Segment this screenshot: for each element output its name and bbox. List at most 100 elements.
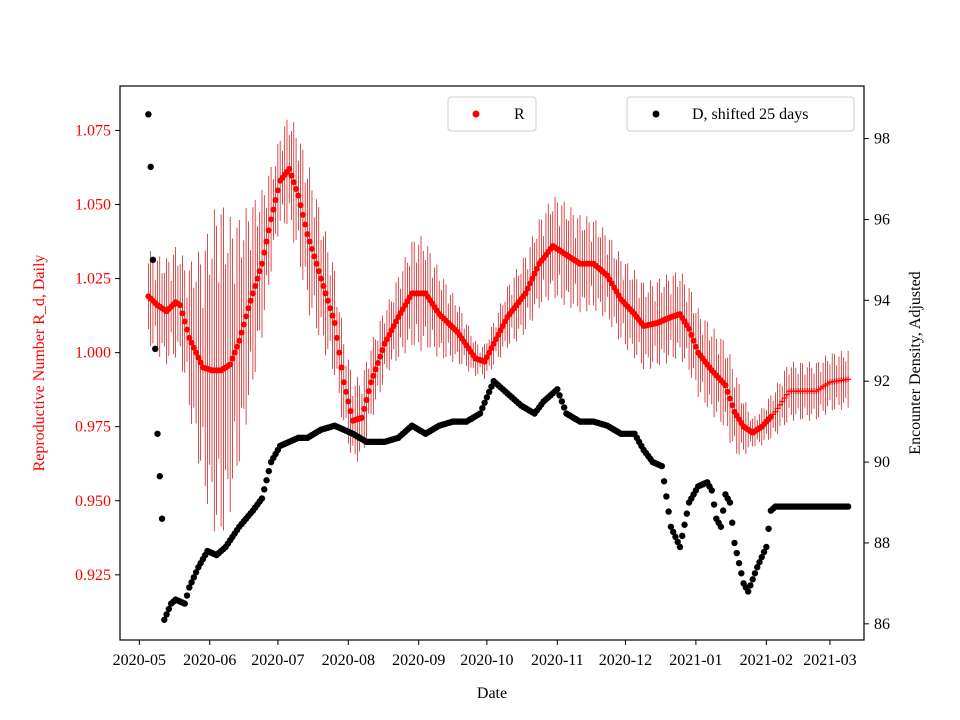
legend-d-box — [626, 96, 855, 132]
d-point — [751, 570, 759, 577]
y-left-tick-label: 0.950 — [75, 493, 111, 510]
d-point — [729, 519, 736, 526]
d-point — [554, 386, 561, 393]
r-point — [313, 260, 320, 267]
r-point — [322, 290, 329, 297]
d-point — [756, 558, 763, 566]
d-point — [667, 523, 675, 530]
d-point — [717, 523, 725, 530]
r-point — [288, 172, 295, 179]
r-point — [304, 231, 311, 238]
r-point — [361, 405, 368, 412]
x-tick-label: 2020-09 — [392, 652, 445, 669]
r-point — [779, 398, 786, 405]
legend-d-marker — [652, 110, 660, 118]
r-point — [177, 302, 184, 309]
d-point — [161, 616, 168, 623]
y-left-tick-label: 1.025 — [75, 271, 111, 288]
y-left-tick-label: 0.975 — [75, 419, 111, 436]
d-point — [183, 592, 191, 599]
r-point — [529, 275, 536, 282]
d-point — [710, 501, 718, 508]
r-point — [336, 349, 343, 356]
r-point — [254, 275, 261, 282]
d-point — [192, 569, 200, 576]
d-point — [488, 383, 495, 390]
r-point — [184, 326, 191, 333]
r-point — [265, 227, 272, 234]
x-tick-label: 2021-02 — [740, 652, 793, 669]
d-point — [190, 574, 198, 581]
r-point — [783, 391, 790, 398]
d-point — [163, 611, 170, 618]
r-point — [686, 325, 693, 332]
r-point — [358, 414, 365, 421]
plot-frame — [119, 85, 865, 641]
d-point — [152, 345, 159, 353]
r-point — [315, 268, 322, 275]
r-point — [331, 320, 338, 327]
r-point — [295, 192, 302, 199]
legend-d-label: D, shifted 25 days — [692, 106, 808, 123]
r-point — [227, 361, 234, 368]
d-point — [676, 543, 684, 551]
r-point — [381, 340, 388, 347]
r-point — [690, 337, 697, 344]
d-point — [754, 564, 761, 571]
r-point — [776, 401, 783, 408]
r-point — [533, 265, 540, 272]
d-point — [154, 430, 161, 437]
d-point — [683, 510, 691, 517]
r-point — [245, 305, 252, 312]
d-point — [708, 487, 715, 494]
d-point — [669, 528, 677, 536]
r-point — [688, 331, 695, 338]
r-point — [263, 238, 270, 245]
r-point — [318, 275, 325, 282]
r-point — [386, 331, 393, 338]
r-point — [343, 388, 350, 395]
r-point — [379, 347, 386, 354]
r-point — [490, 340, 497, 347]
d-point — [726, 499, 734, 506]
y-left-tick-label: 1.000 — [75, 345, 111, 362]
d-point — [265, 467, 272, 475]
y-left-tick-label: 1.050 — [75, 197, 111, 214]
y-right-tick-label: 92 — [874, 373, 890, 390]
r-point — [286, 165, 293, 172]
r-point — [772, 408, 779, 415]
d-point — [679, 532, 686, 540]
r-point — [268, 216, 275, 223]
r-point — [188, 339, 195, 346]
x-tick-label: 2020-08 — [322, 652, 375, 669]
x-tick-label: 2020-07 — [251, 652, 304, 669]
r-point — [236, 337, 243, 344]
d-point — [733, 549, 740, 557]
legend-r: R — [447, 96, 537, 132]
d-point — [844, 503, 852, 510]
x-tick-label: 2021-01 — [669, 652, 722, 669]
r-point — [243, 313, 250, 320]
r-point — [726, 395, 733, 402]
x-tick-label: 2020-10 — [460, 652, 513, 669]
r-point — [502, 318, 509, 325]
r-point — [238, 329, 245, 336]
legend-r-label: R — [514, 106, 525, 123]
y-axis-left: 0.925 0.950 0.975 1.000 1.025 1.050 1.075 — [75, 122, 120, 584]
r-point — [229, 355, 236, 362]
d-point — [747, 582, 754, 589]
r-point — [345, 398, 352, 405]
d-series — [145, 111, 852, 623]
r-point — [290, 179, 297, 186]
x-tick-label: 2020-06 — [183, 652, 236, 669]
r-point — [240, 321, 247, 328]
d-point — [763, 543, 770, 551]
d-point — [149, 256, 157, 264]
r-point — [311, 253, 318, 260]
d-point — [483, 394, 491, 401]
r-point — [256, 268, 263, 275]
r-point — [329, 312, 336, 319]
r-point — [363, 397, 370, 404]
r-point — [767, 413, 774, 420]
